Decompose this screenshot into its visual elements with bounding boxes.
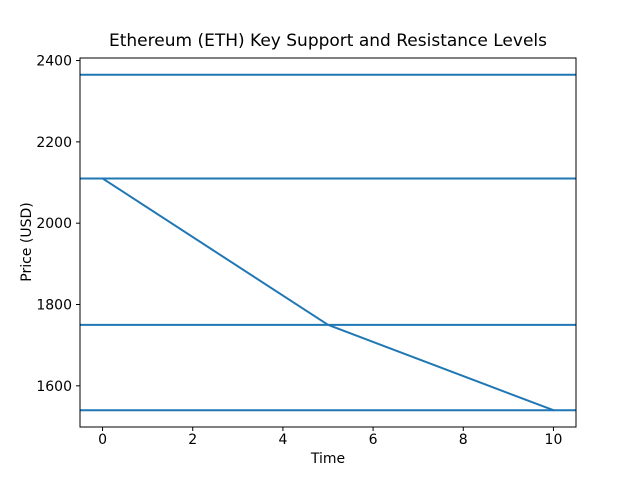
- y-tick-label: 2400: [36, 54, 72, 70]
- axes-spines: [79, 57, 577, 428]
- x-tick-label: 2: [188, 432, 197, 448]
- price-line: [101, 177, 555, 412]
- y-tick-label: 1800: [36, 298, 72, 314]
- y-tick-label: 2000: [36, 216, 72, 232]
- x-tick-label: 0: [98, 432, 107, 448]
- x-tick-label: 6: [369, 432, 378, 448]
- y-tick-label: 2200: [36, 135, 72, 151]
- y-tick-label: 1600: [36, 379, 72, 395]
- x-tick-label: 4: [278, 432, 287, 448]
- x-axis-label: Time: [310, 451, 346, 467]
- x-tick-label: 8: [459, 432, 468, 448]
- x-tick-label: 10: [545, 432, 563, 448]
- chart-title: Ethereum (ETH) Key Support and Resistanc…: [109, 31, 547, 51]
